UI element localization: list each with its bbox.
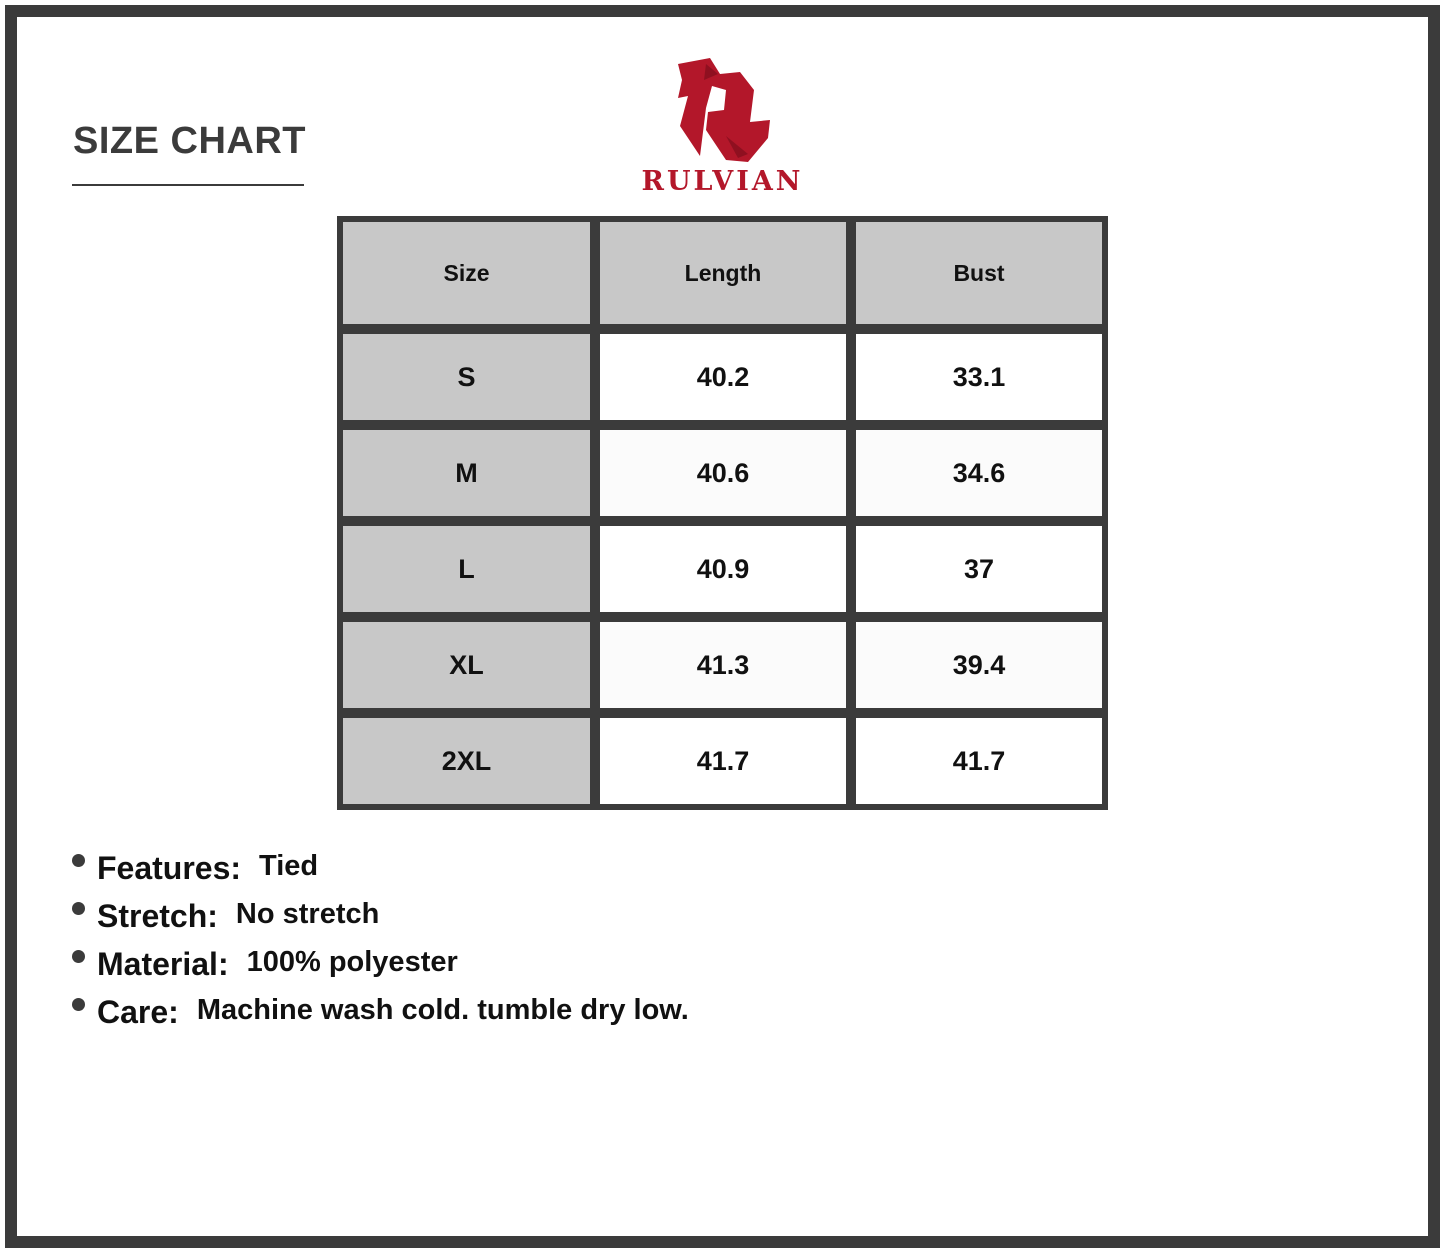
spec-label: Material: <box>97 946 229 982</box>
bullet-icon <box>72 998 85 1011</box>
header-length: Length <box>600 222 846 324</box>
bullet-icon <box>72 854 85 867</box>
spec-item: Stretch: No stretch <box>72 898 689 946</box>
bust-cell: 34.6 <box>856 430 1102 516</box>
length-cell: 41.7 <box>600 718 846 804</box>
spec-value: No stretch <box>235 898 380 930</box>
length-cell: 41.3 <box>600 622 846 708</box>
spec-label: Stretch: <box>97 898 218 934</box>
page-title: SIZE CHART <box>73 120 306 162</box>
length-cell: 40.6 <box>600 430 846 516</box>
bust-cell: 33.1 <box>856 334 1102 420</box>
spec-value: Machine wash cold. tumble dry low. <box>196 994 689 1026</box>
header-bust: Bust <box>856 222 1102 324</box>
size-cell: S <box>343 334 590 420</box>
brand-name: RULVIAN <box>641 166 804 197</box>
length-cell: 40.9 <box>600 526 846 612</box>
title-underline <box>72 184 304 186</box>
spec-item: Material: 100% polyester <box>72 946 689 994</box>
size-cell: XL <box>343 622 590 708</box>
header-size: Size <box>343 222 590 324</box>
bullet-icon <box>72 950 85 963</box>
brand-logo: RULVIAN <box>620 50 825 200</box>
spec-label: Care: <box>97 994 179 1030</box>
bust-cell: 37 <box>856 526 1102 612</box>
size-cell: L <box>343 526 590 612</box>
spec-value: 100% polyester <box>246 946 458 978</box>
spec-value: Tied <box>259 850 319 882</box>
logo-r-icon <box>678 58 770 162</box>
product-specs: Features: Tied Stretch: No stretch Material:… <box>72 850 689 1042</box>
spec-label: Features: <box>97 850 242 886</box>
length-cell: 40.2 <box>600 334 846 420</box>
spec-item: Care: Machine wash cold. tumble dry low. <box>72 994 689 1042</box>
bust-cell: 41.7 <box>856 718 1102 804</box>
bullet-icon <box>72 902 85 915</box>
spec-item: Features: Tied <box>72 850 689 898</box>
size-cell: 2XL <box>343 718 590 804</box>
size-table: Size Length Bust S 40.2 33.1 M 40.6 34.6 L 40.9 37 X… <box>337 216 1108 810</box>
size-cell: M <box>343 430 590 516</box>
bust-cell: 39.4 <box>856 622 1102 708</box>
